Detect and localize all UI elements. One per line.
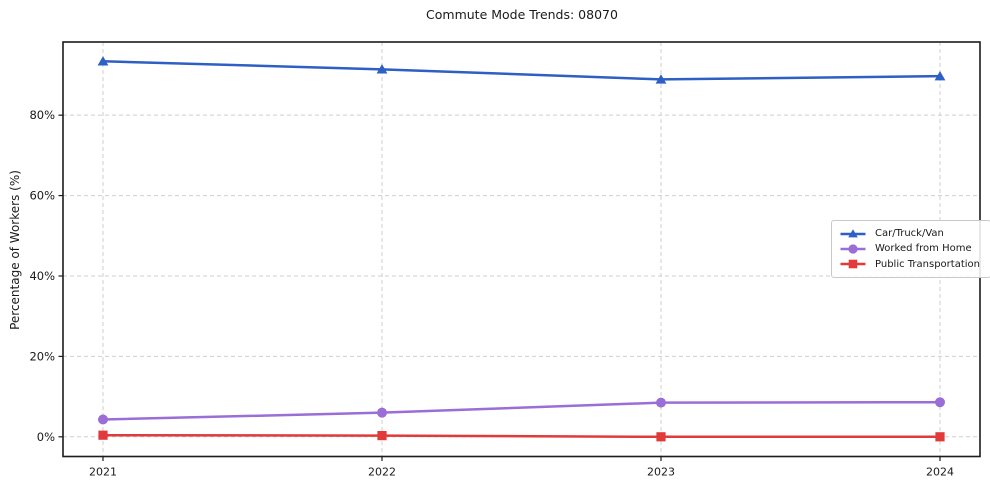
data-point-car-truck-van	[376, 64, 388, 74]
y-tick-label: 20%	[29, 349, 55, 363]
series-line-public-transportation	[102, 433, 940, 439]
data-point-public-transportation	[98, 430, 108, 440]
triangle-marker-icon	[840, 228, 866, 238]
legend-item-worked-from-home: Worked from Home	[839, 241, 980, 256]
y-tick-label: 40%	[29, 269, 55, 283]
legend-label-public-transportation: Public Transportation	[875, 258, 980, 270]
data-point-worked-from-home	[935, 397, 945, 408]
data-point-public-transportation	[377, 430, 387, 441]
y-tick-label: 0%	[37, 430, 55, 444]
y-tick-label: 80%	[29, 108, 55, 122]
data-point-worked-from-home	[656, 397, 666, 408]
data-point-worked-from-home	[377, 407, 387, 418]
legend-label-car-truck-van: Car/Truck/Van	[875, 228, 944, 240]
data-point-car-truck-van	[97, 56, 109, 66]
data-point-worked-from-home	[98, 414, 108, 425]
data-point-car-truck-van	[655, 74, 667, 84]
series-line-worked-from-home	[102, 400, 941, 421]
x-tick-label: 2022	[368, 466, 396, 479]
x-tick-label: 2023	[647, 466, 675, 479]
x-tick-label: 2021	[89, 466, 117, 479]
circle-marker-icon	[840, 244, 866, 254]
chart-title: Commute Mode Trends: 08070	[426, 7, 618, 22]
legend-item-car-truck-van: Car/Truck/Van	[839, 226, 980, 241]
square-marker-icon	[840, 260, 866, 269]
legend: Car/Truck/Van Worked from Home Public Tr…	[831, 220, 990, 278]
y-tick-label: 60%	[29, 189, 55, 203]
x-tick-label: 2024	[926, 466, 954, 479]
data-point-public-transportation	[935, 432, 945, 442]
data-point-public-transportation	[656, 432, 666, 442]
legend-item-public-transportation: Public Transportation	[839, 257, 980, 272]
legend-label-worked-from-home: Worked from Home	[875, 243, 972, 255]
data-point-car-truck-van	[934, 70, 946, 81]
series-line-car-truck-van	[102, 60, 941, 81]
